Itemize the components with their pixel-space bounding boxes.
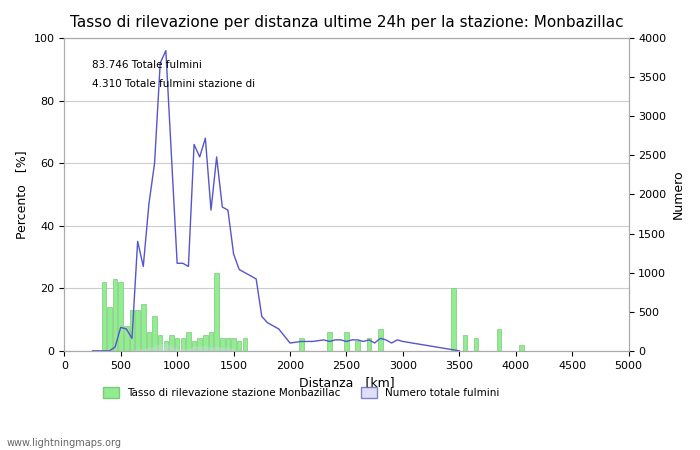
Bar xyxy=(231,338,236,351)
Bar xyxy=(356,342,360,351)
Y-axis label: Numero: Numero xyxy=(672,170,685,219)
Bar xyxy=(124,326,129,351)
Bar xyxy=(197,338,202,351)
Text: 4.310 Totale fulmini stazione di: 4.310 Totale fulmini stazione di xyxy=(92,79,256,89)
Bar xyxy=(130,310,134,351)
Bar xyxy=(175,338,179,351)
Bar xyxy=(463,335,467,351)
Bar xyxy=(164,342,168,351)
Bar xyxy=(186,332,190,351)
Bar xyxy=(102,282,106,351)
Bar xyxy=(141,304,146,351)
Bar xyxy=(181,338,185,351)
Bar xyxy=(237,342,241,351)
Bar xyxy=(344,332,349,351)
Bar xyxy=(118,282,123,351)
Bar xyxy=(378,329,383,351)
Bar xyxy=(209,332,214,351)
Bar xyxy=(243,338,247,351)
Bar xyxy=(225,338,230,351)
Bar xyxy=(153,316,157,351)
Bar xyxy=(203,335,208,351)
Bar xyxy=(113,279,118,351)
Bar xyxy=(452,288,456,351)
Bar xyxy=(220,338,225,351)
Title: Tasso di rilevazione per distanza ultime 24h per la stazione: Monbazillac: Tasso di rilevazione per distanza ultime… xyxy=(69,15,623,30)
Bar xyxy=(135,310,140,351)
Bar xyxy=(367,338,371,351)
Y-axis label: Percento   [%]: Percento [%] xyxy=(15,150,28,239)
Bar xyxy=(107,307,112,351)
Bar xyxy=(496,329,501,351)
Bar xyxy=(147,332,151,351)
Text: 83.746 Totale fulmini: 83.746 Totale fulmini xyxy=(92,60,202,70)
Legend: Tasso di rilevazione stazione Monbazillac, Numero totale fulmini: Tasso di rilevazione stazione Monbazilla… xyxy=(99,383,504,402)
Bar xyxy=(328,332,332,351)
X-axis label: Distanza   [km]: Distanza [km] xyxy=(299,376,394,389)
Bar xyxy=(192,342,196,351)
Bar xyxy=(299,338,304,351)
Bar xyxy=(214,273,219,351)
Bar xyxy=(158,335,162,351)
Bar xyxy=(169,335,174,351)
Bar xyxy=(474,338,479,351)
Bar xyxy=(519,345,524,351)
Text: www.lightningmaps.org: www.lightningmaps.org xyxy=(7,437,122,447)
